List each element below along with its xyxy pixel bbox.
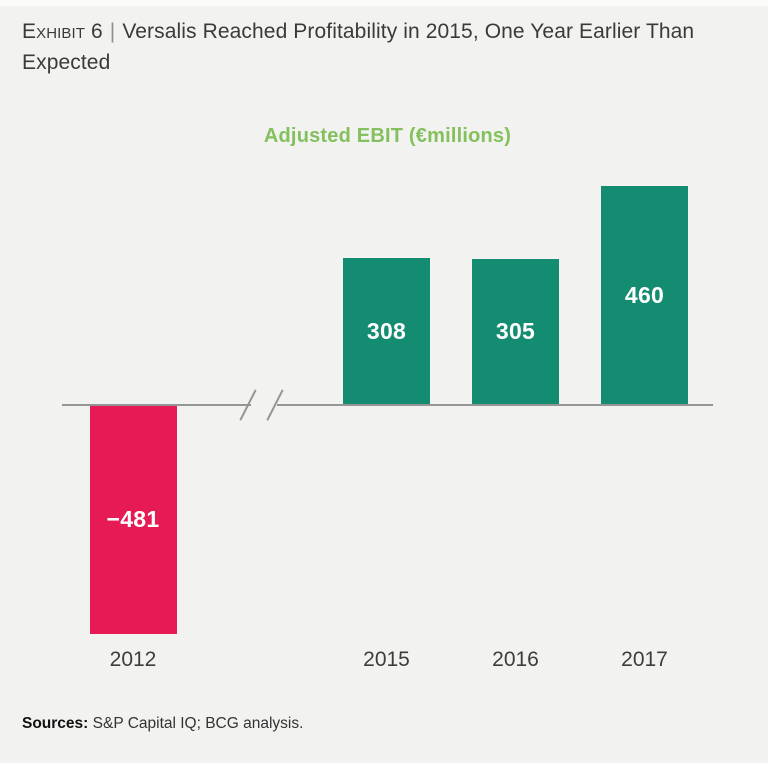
page-title: Versalis Reached Profitability in 2015, … — [22, 20, 695, 74]
bar-value-label: 308 — [366, 317, 407, 344]
x-tick-label-2017: 2017 — [621, 648, 668, 671]
x-axis-line — [62, 404, 251, 406]
bar-2016: 305 — [472, 259, 559, 404]
bar-value-label: 305 — [495, 318, 536, 344]
page-top-strip — [0, 0, 768, 6]
chart-title: Adjusted EBIT (€millions) — [263, 125, 512, 147]
x-tick-label-2015: 2015 — [363, 648, 410, 671]
x-tick-label-2012: 2012 — [109, 648, 157, 671]
bar-value-label: 460 — [624, 281, 665, 308]
exhibit-label: Exhibit 6 — [22, 20, 103, 43]
x-axis-line — [277, 404, 713, 406]
x-tick-label-2016: 2016 — [492, 648, 539, 671]
title-separator: | — [109, 20, 116, 43]
bar-value-label: −481 — [106, 506, 160, 532]
bar-2015: 308 — [343, 258, 430, 404]
sources-text: S&P Capital IQ; BCG analysis. — [88, 715, 304, 732]
sources-label: Sources: — [22, 715, 89, 732]
bar-2017: 460 — [601, 186, 688, 404]
exhibit-header: Exhibit 6 | Versalis Reached Profitability… — [22, 16, 722, 78]
sources-line: Sources: S&P Capital IQ; BCG analysis. — [22, 715, 303, 733]
bar-2012: −481 — [89, 405, 177, 634]
